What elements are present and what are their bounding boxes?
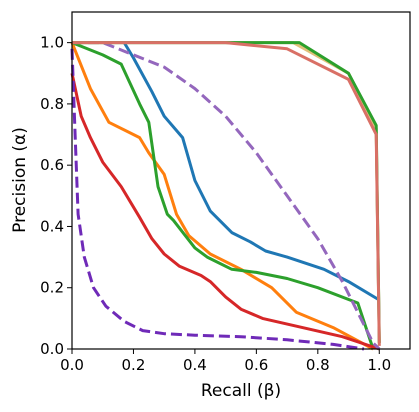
x-tick-label: 0.6 [244, 356, 268, 374]
x-axis-label: Recall (β) [201, 381, 281, 401]
series-line-5 [72, 41, 381, 351]
y-tick-label: 0.8 [40, 95, 64, 113]
y-tick-label: 0.2 [40, 279, 64, 297]
series-line-3 [71, 41, 375, 350]
ticks-layer: 0.0 0.2 0.4 0.6 0.8 1.0 0.0 0.2 0.4 0.6 0.8 1.0 [40, 34, 391, 374]
y-tick-label: 0.0 [40, 340, 64, 358]
x-tick-label: 1.0 [367, 356, 391, 374]
series-line-6 [70, 48, 365, 351]
y-tick-label: 0.4 [40, 217, 64, 235]
series-layer [70, 41, 381, 351]
y-axis-label: Precision (α) [10, 127, 30, 233]
series-line-1 [122, 41, 381, 302]
x-tick-label: 0.8 [306, 356, 330, 374]
y-tick-label: 1.0 [40, 34, 64, 52]
plot-area [72, 12, 410, 349]
plot-frame [71, 11, 411, 350]
axes-layer [71, 11, 411, 350]
series-line-9 [72, 41, 381, 346]
y-tick-label: 0.6 [40, 156, 64, 174]
series-line-4 [70, 72, 380, 351]
x-tick-label: 0.0 [60, 356, 84, 374]
series-line-2 [70, 42, 374, 351]
x-tick-label: 0.2 [122, 356, 146, 374]
x-tick-label: 0.4 [183, 356, 207, 374]
